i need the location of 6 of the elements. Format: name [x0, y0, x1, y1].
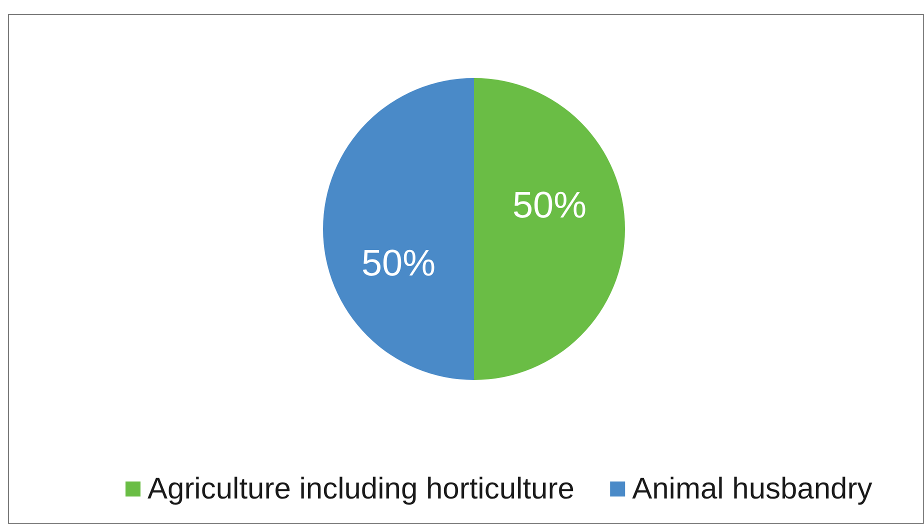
legend-label: Animal husbandry: [632, 472, 872, 506]
legend-label: Agriculture including horticulture: [148, 472, 574, 506]
data-label: 50%: [361, 242, 436, 284]
pie-slice: [474, 78, 625, 380]
pie-slice: [323, 78, 474, 380]
data-label: 50%: [512, 184, 587, 226]
